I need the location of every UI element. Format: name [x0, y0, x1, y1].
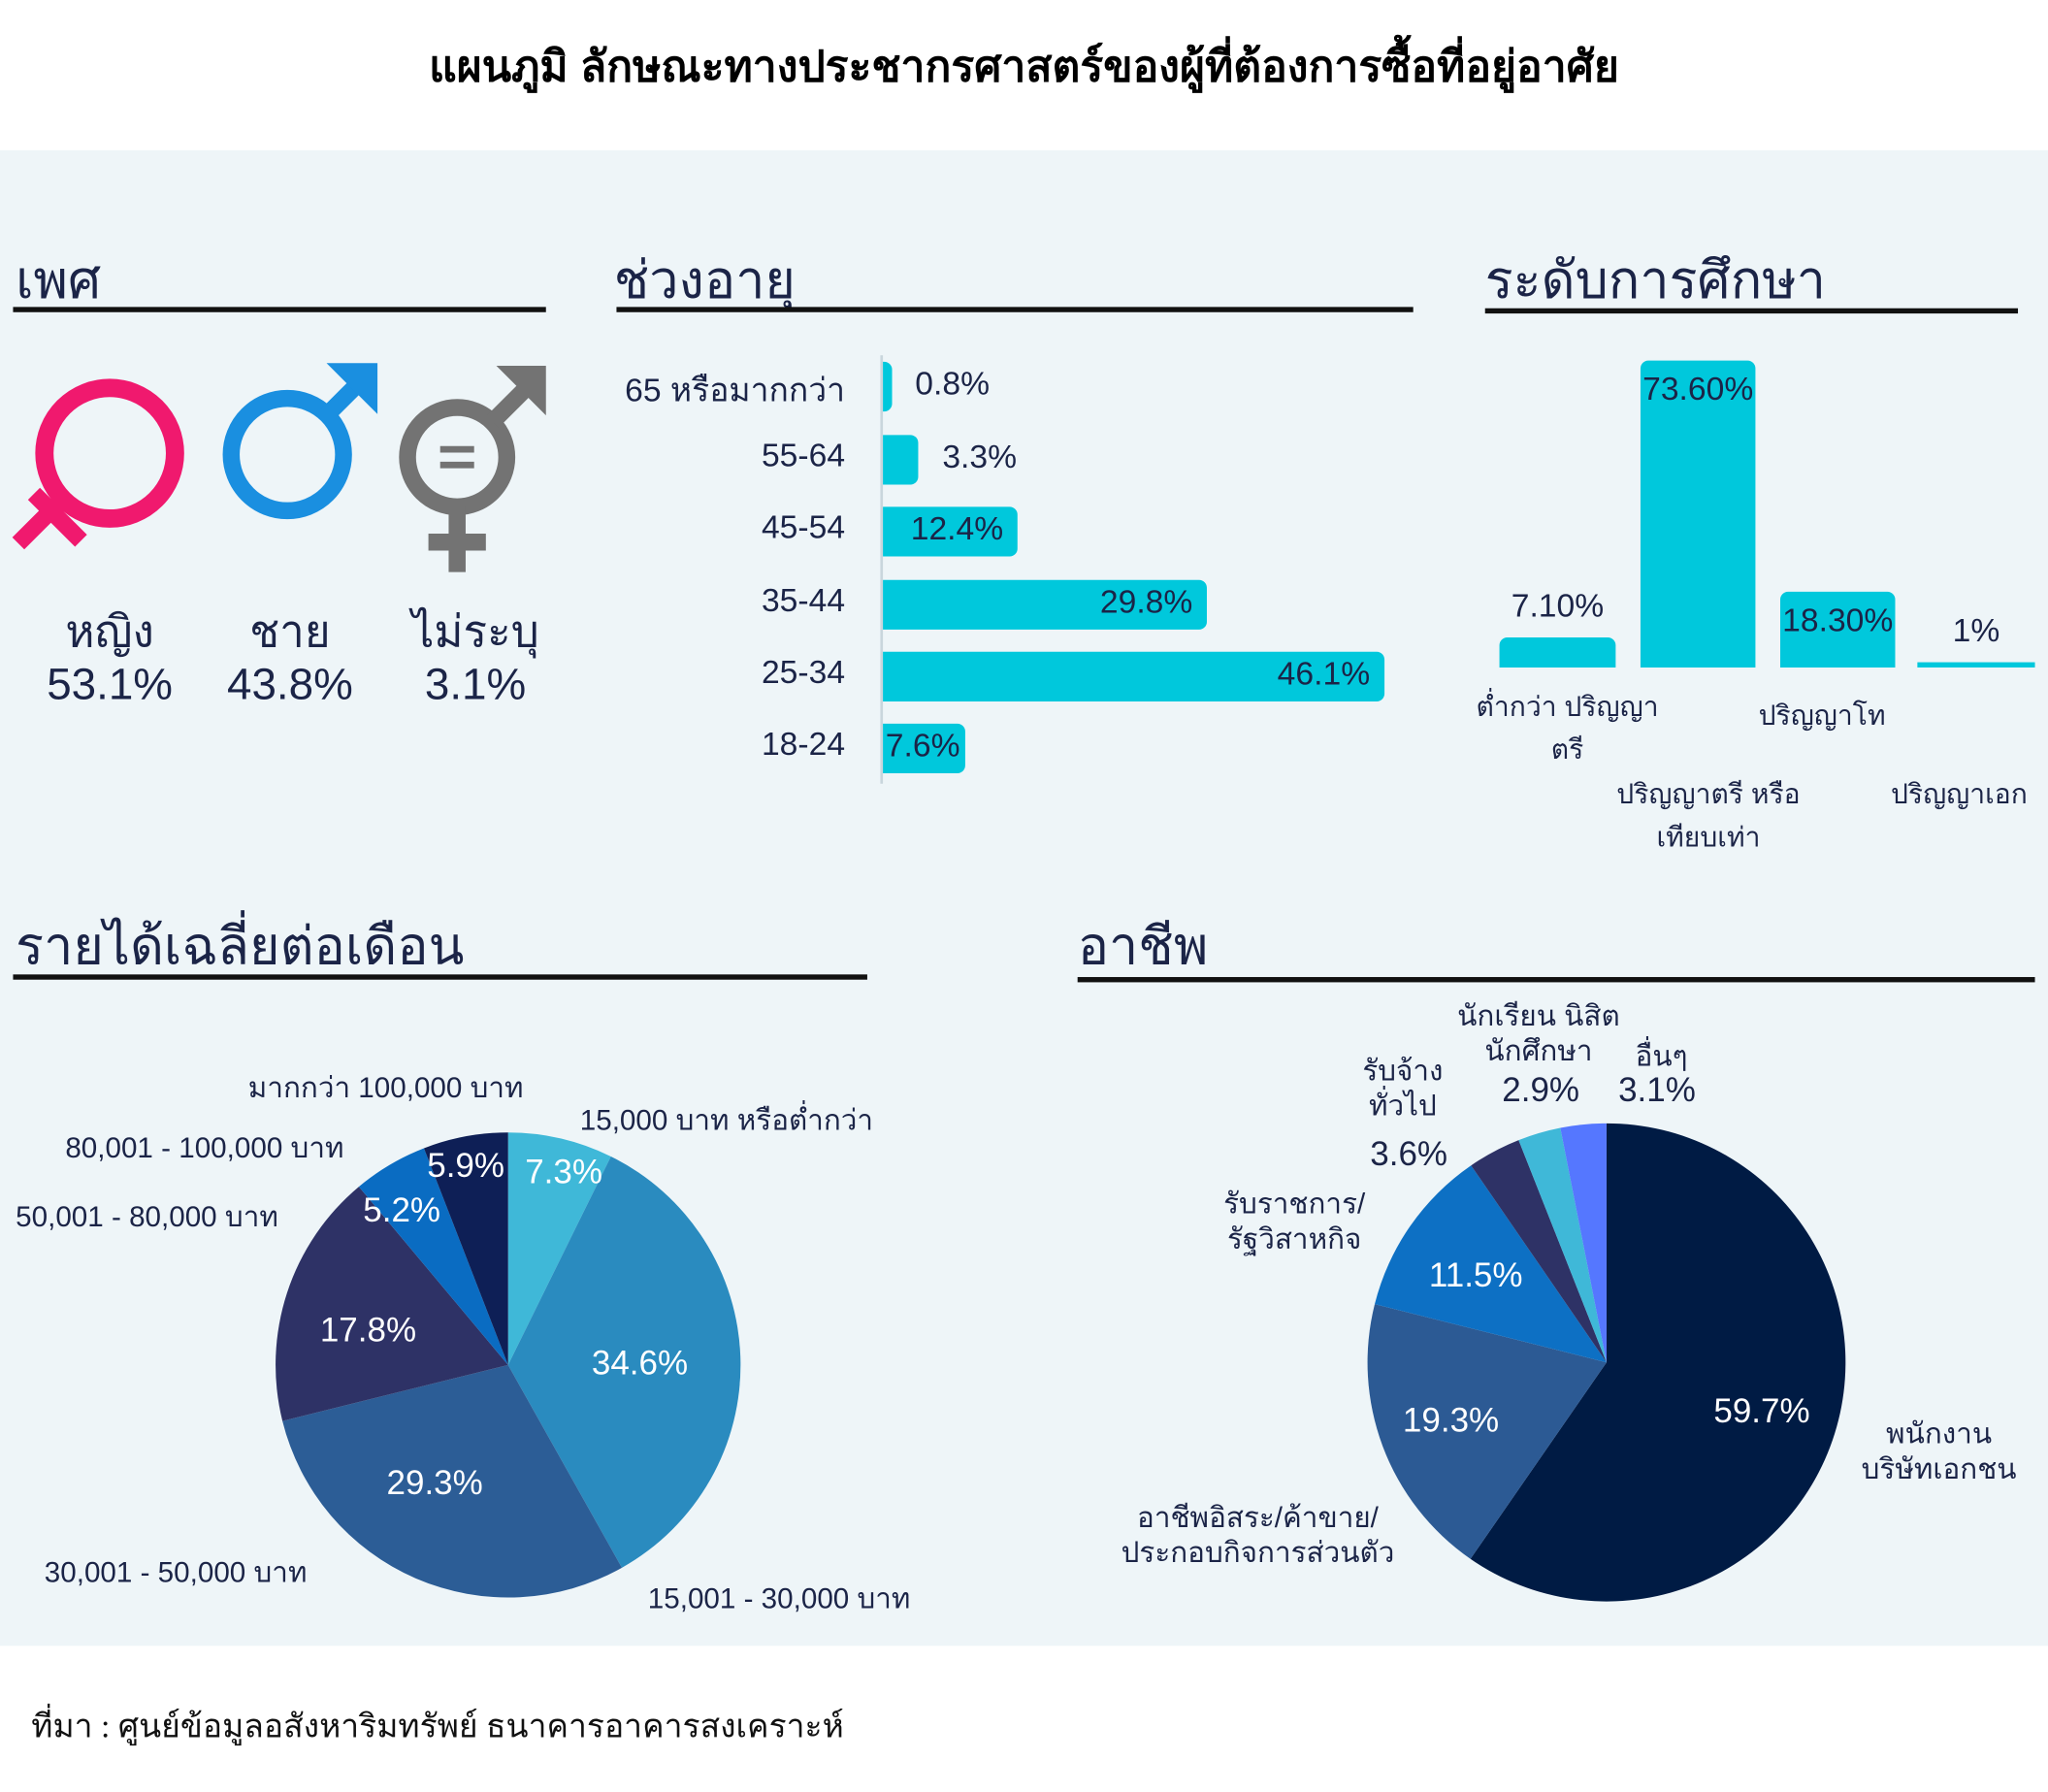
pie-slice [507, 1132, 611, 1365]
income-value-label: 17.8% [319, 1310, 417, 1350]
gender-female: หญิง 53.1% [18, 606, 201, 711]
occupation-heading: อาชีพ [1077, 918, 1209, 976]
age-category-label: 45-54 [761, 509, 846, 546]
gender-rule [13, 307, 546, 312]
education-heading: ระดับการศึกษา [1484, 251, 1827, 310]
age-category-label: 55-64 [761, 438, 846, 474]
education-value-label: 1% [1952, 612, 2000, 650]
age-value-label: 0.8% [915, 365, 991, 403]
pie-slice [358, 1148, 508, 1365]
education-rule [1484, 308, 2019, 314]
age-bar [883, 506, 1019, 557]
education-value-label: 73.60% [1642, 371, 1754, 408]
age-bar [883, 579, 1208, 630]
occupation-category-label: รับจ้าง ทั่วไป [1362, 1054, 1444, 1123]
pie-slice [1470, 1123, 1846, 1602]
occupation-category-label: นักเรียน นิสิต นักศึกษา [1457, 998, 1620, 1067]
occupation-pie-chart [1367, 1123, 1846, 1602]
income-heading: รายได้เฉลี่ยต่อเดือน [16, 918, 465, 976]
income-category-label: 50,001 - 80,000 บาท [16, 1200, 278, 1233]
income-category-label: 30,001 - 50,000 บาท [44, 1555, 308, 1589]
income-value-label: 5.9% [427, 1145, 505, 1186]
female-symbol-icon [12, 378, 184, 550]
gender-male: ชาย 43.8% [199, 606, 381, 711]
income-value-label: 29.3% [386, 1462, 483, 1503]
income-pie-chart [276, 1132, 741, 1598]
gender-label: ไม่ระบุ [411, 607, 539, 658]
income-category-label: 15,000 บาท หรือต่ำกว่า [579, 1103, 874, 1137]
occupation-rule [1077, 977, 2035, 983]
occupation-value-label: 3.6% [1370, 1133, 1448, 1173]
pie-slice [507, 1156, 741, 1568]
age-category-label: 35-44 [761, 582, 846, 620]
age-category-label: 18-24 [761, 726, 846, 764]
education-value-label: 7.10% [1511, 588, 1605, 625]
gender-value: 53.1% [47, 659, 173, 710]
gender-heading: เพศ [16, 251, 102, 310]
occupation-category-label: รับราชการ/ รัฐวิสาหกิจ [1223, 1187, 1366, 1255]
education-bar [1917, 662, 2035, 668]
education-category-label: ปริญญาเอก [1890, 779, 2028, 810]
occupation-category-label: พนักงาน บริษัทเอกชน [1861, 1417, 2017, 1485]
age-value-label: 3.3% [942, 439, 1018, 476]
age-bar [883, 723, 966, 774]
pie-slice [1375, 1165, 1607, 1363]
age-value-label: 7.6% [885, 727, 960, 765]
pie-slice [282, 1364, 623, 1598]
income-category-label: 15,001 - 30,000 บาท [647, 1581, 911, 1615]
education-category-label: ปริญญาโท [1758, 701, 1886, 732]
gender-label: หญิง [65, 607, 154, 658]
gender-unspecified: ไม่ระบุ 3.1% [384, 606, 567, 711]
gender-icons [12, 363, 546, 572]
income-category-label: มากกว่า 100,000 บาท [247, 1070, 524, 1104]
occupation-value-label: 3.1% [1618, 1069, 1696, 1110]
income-rule [13, 974, 867, 980]
age-axis [880, 355, 884, 784]
age-bar [883, 361, 893, 412]
income-value-label: 7.3% [525, 1152, 603, 1191]
pie-slice [1518, 1127, 1607, 1363]
source-footer: ที่มา : ศูนย์ข้อมูลอสังหาริมทรัพย์ ธนาคา… [31, 1710, 844, 1745]
education-bar [1780, 591, 1896, 668]
occupation-value-label: 19.3% [1402, 1400, 1500, 1440]
pie-slice [1560, 1123, 1607, 1363]
income-category-label: 80,001 - 100,000 บาท [65, 1130, 344, 1164]
occupation-value-label: 11.5% [1428, 1254, 1523, 1295]
education-category-label: ต่ำกว่า ปริญญาตรี [1476, 692, 1659, 766]
page-title: แผนภูมิ ลักษณะทางประชากรศาสตร์ของผู้ที่ต… [429, 42, 1619, 90]
male-symbol-icon [222, 363, 378, 520]
gender-label: ชาย [249, 607, 331, 658]
occupation-category-label: อื่นๆ [1635, 1039, 1688, 1073]
age-value-label: 46.1% [1277, 655, 1371, 693]
gender-value: 43.8% [226, 659, 353, 710]
occupation-category-label: อาชีพอิสระ/ค้าขาย/ ประกอบกิจการส่วนตัว [1121, 1500, 1395, 1569]
unspecified-gender-symbol-icon [399, 365, 546, 572]
occupation-value-label: 59.7% [1713, 1390, 1810, 1431]
age-heading: ช่วงอายุ [613, 251, 796, 310]
age-bar [883, 435, 920, 485]
age-rule [616, 307, 1414, 312]
pie-slice [423, 1132, 508, 1365]
pie-slice [1367, 1304, 1607, 1559]
income-value-label: 5.2% [363, 1189, 441, 1229]
education-value-label: 18.30% [1782, 602, 1894, 638]
education-bar [1640, 360, 1756, 668]
pie-slice [276, 1187, 508, 1421]
pie-slice [1471, 1140, 1607, 1363]
income-value-label: 34.6% [591, 1342, 689, 1383]
age-category-label: 65 หรือมากกว่า [625, 372, 846, 409]
education-category-label: ปริญญาตรี หรือเทียบเท่า [1616, 779, 1801, 854]
age-category-label: 25-34 [761, 654, 846, 692]
age-value-label: 29.8% [1099, 583, 1193, 621]
education-bar [1499, 637, 1616, 668]
gender-value: 3.1% [424, 659, 527, 710]
age-value-label: 12.4% [910, 510, 1004, 548]
age-bar [883, 651, 1385, 701]
occupation-value-label: 2.9% [1502, 1069, 1580, 1110]
